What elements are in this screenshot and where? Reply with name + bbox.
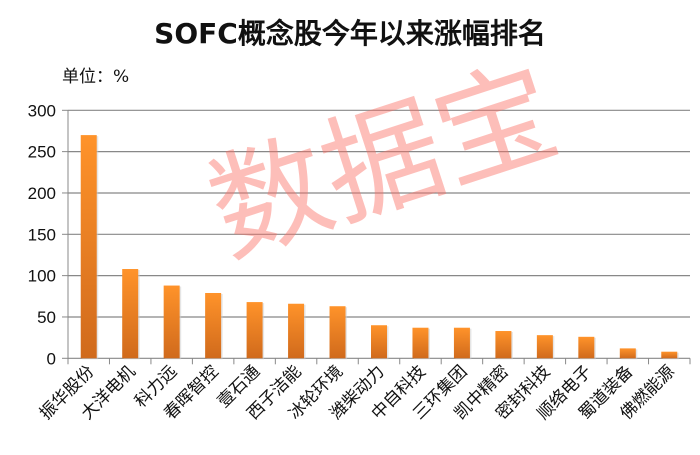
y-tick-label: 250 [28,143,56,162]
bar [536,335,553,359]
bar [453,327,470,359]
bar [329,306,346,359]
bar [578,336,595,359]
bar [205,292,222,359]
bar [619,348,636,359]
bar [246,302,263,359]
bar [371,325,387,359]
bar [80,135,97,359]
y-tick-label: 50 [37,308,56,327]
bar [495,331,512,359]
y-tick-label: 300 [28,101,56,120]
y-tick-label: 0 [47,349,56,368]
bar [288,303,305,359]
bar [163,285,180,359]
bar [412,327,429,359]
chart-title: SOFC概念股今年以来涨幅排名 [154,17,546,50]
y-tick-label: 200 [28,184,56,203]
bar [661,351,678,359]
y-tick-label: 100 [28,267,56,286]
unit-label: 单位：% [62,67,130,87]
bar [122,269,139,359]
y-tick-label: 150 [28,225,56,244]
